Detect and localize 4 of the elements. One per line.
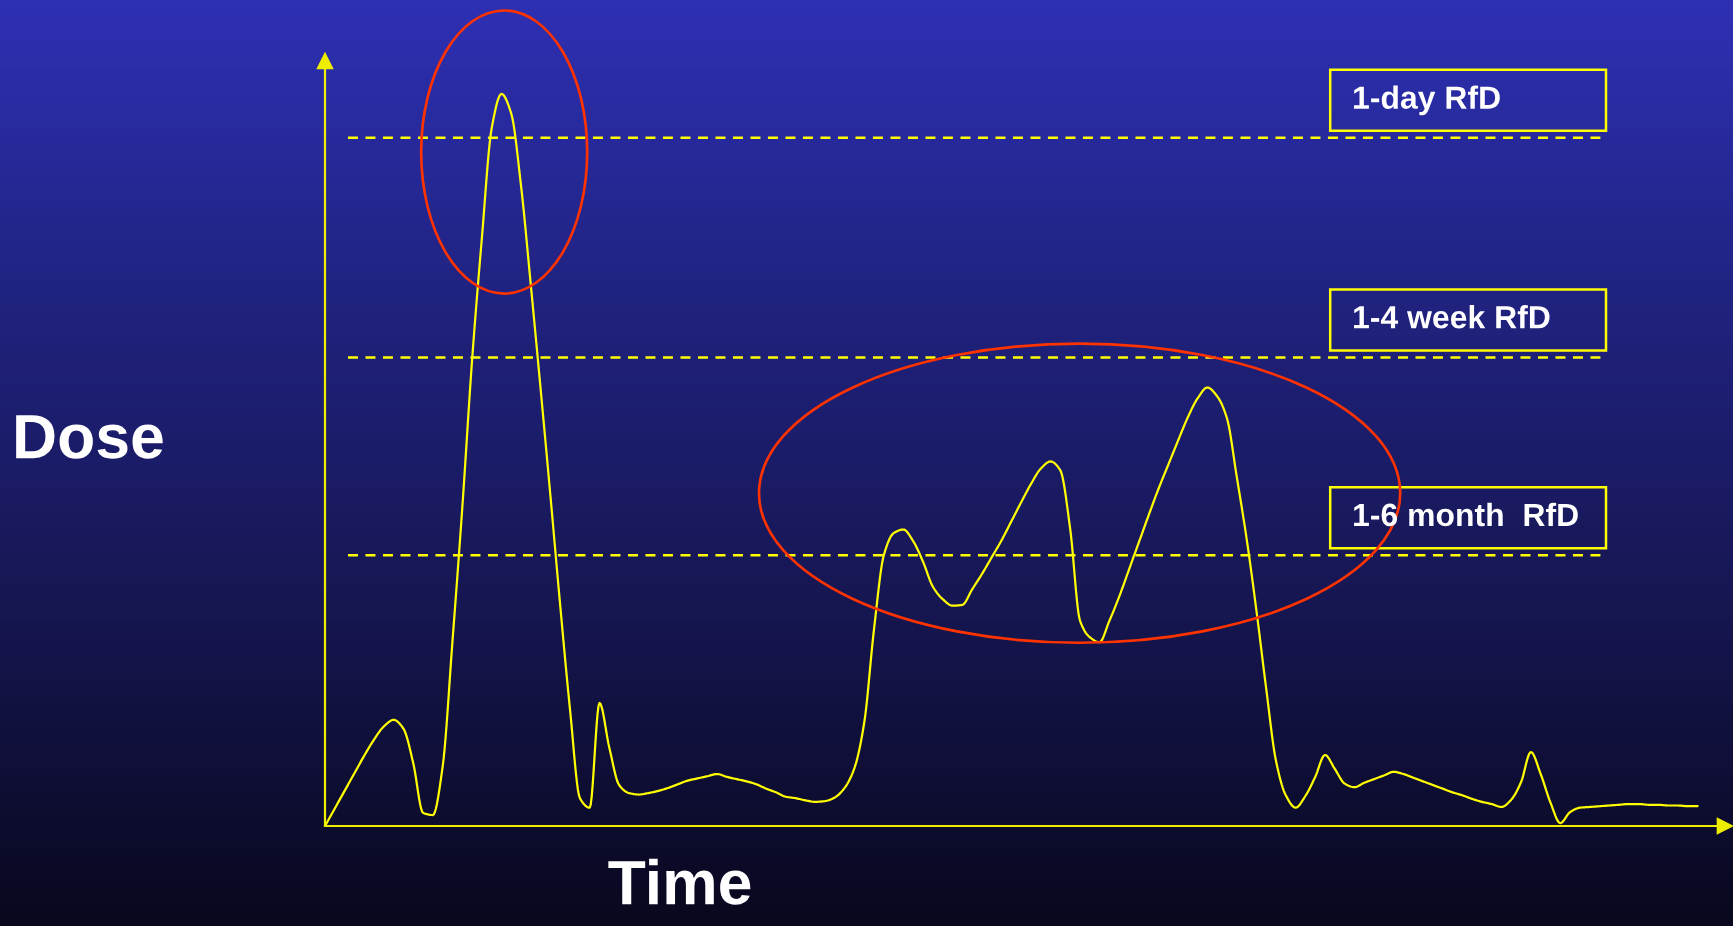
- ref-line-label: 1-4 week RfD: [1354, 305, 1550, 329]
- x-axis-title: Time: [608, 858, 751, 905]
- ref-line-label: 1-day RfD: [1354, 85, 1500, 116]
- y-axis-title: Dose: [16, 415, 163, 459]
